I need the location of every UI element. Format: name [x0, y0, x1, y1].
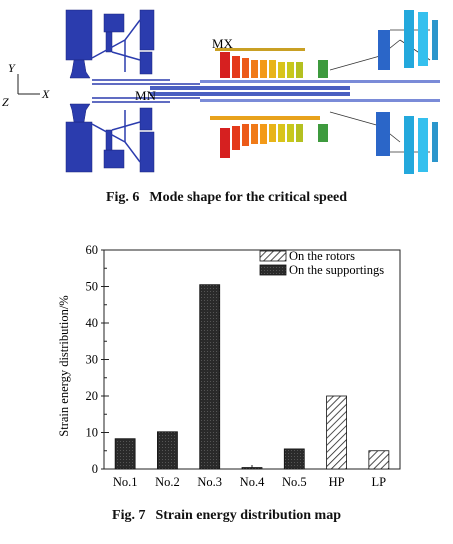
- axis-label-y: Y: [8, 61, 16, 75]
- label-mn: MN: [135, 88, 157, 103]
- x-tick-label: No.3: [197, 475, 222, 489]
- x-tick-label: HP: [329, 475, 345, 489]
- left-disk-lower: [65, 103, 155, 173]
- bar-no2: [157, 431, 178, 470]
- figure-6-caption: Fig. 6 Mode shape for the critical speed: [0, 190, 453, 206]
- turbine-lower-fill: [376, 112, 438, 174]
- left-disk-upper: [65, 9, 155, 79]
- figure-6-number: Fig. 6: [105, 190, 140, 205]
- bar-no1: [114, 438, 136, 470]
- bar-no4: [241, 467, 263, 470]
- figure-7-number: Fig. 7: [112, 508, 146, 523]
- mode-shape-figure: MX MN Y Z X: [2, 9, 440, 174]
- axis-label-z: Z: [2, 95, 9, 109]
- legend-swatch: [259, 264, 287, 276]
- legend-label: On the supportings: [289, 263, 384, 277]
- bar-hp: [326, 395, 347, 470]
- x-tick-label: No.2: [155, 475, 180, 489]
- coordinate-axes: [17, 74, 40, 95]
- rotor-shaft: [150, 80, 440, 102]
- label-mx: MX: [212, 36, 234, 51]
- y-tick-label: 10: [86, 426, 99, 440]
- bar-no3: [199, 284, 221, 470]
- y-tick-label: 40: [86, 316, 99, 330]
- y-tick-label: 50: [86, 280, 99, 294]
- y-axis-label: Strain energy distribution/%: [57, 295, 71, 436]
- legend-swatch: [259, 250, 287, 262]
- plot-area: 0 10 20 30 40 50 60 No.1 No.2 No.3 No.4 No.5 HP LP On …: [86, 243, 401, 489]
- compressor-lower: [210, 116, 328, 158]
- legend-label: On the rotors: [289, 249, 355, 263]
- strain-energy-chart: 0 10 20 30 40 50 60 No.1 No.2 No.3 No.4 No.5 HP LP On …: [57, 243, 401, 489]
- compressor-upper: [215, 48, 328, 78]
- figure-7-caption: Fig. 7 Strain energy distribution map: [0, 508, 453, 524]
- x-tick-label: No.1: [113, 475, 138, 489]
- axis-label-x: X: [41, 87, 50, 101]
- plot-frame: [103, 249, 401, 470]
- turbine-upper-fill: [378, 10, 438, 70]
- x-tick-label: No.4: [240, 475, 265, 489]
- x-tick-label: No.5: [282, 475, 307, 489]
- y-tick-label: 0: [92, 462, 98, 476]
- y-tick-label: 30: [86, 353, 99, 367]
- left-links-lower: [91, 97, 200, 163]
- x-tick-label: LP: [372, 475, 387, 489]
- figure-7-title: Strain energy distribution map: [155, 508, 341, 523]
- y-tick-label: 20: [86, 389, 99, 403]
- bar-lp: [368, 450, 390, 470]
- figure-6-title: Mode shape for the critical speed: [149, 190, 348, 205]
- left-links-upper: [91, 19, 200, 85]
- y-tick-label: 60: [86, 243, 99, 257]
- bar-no5: [283, 448, 305, 470]
